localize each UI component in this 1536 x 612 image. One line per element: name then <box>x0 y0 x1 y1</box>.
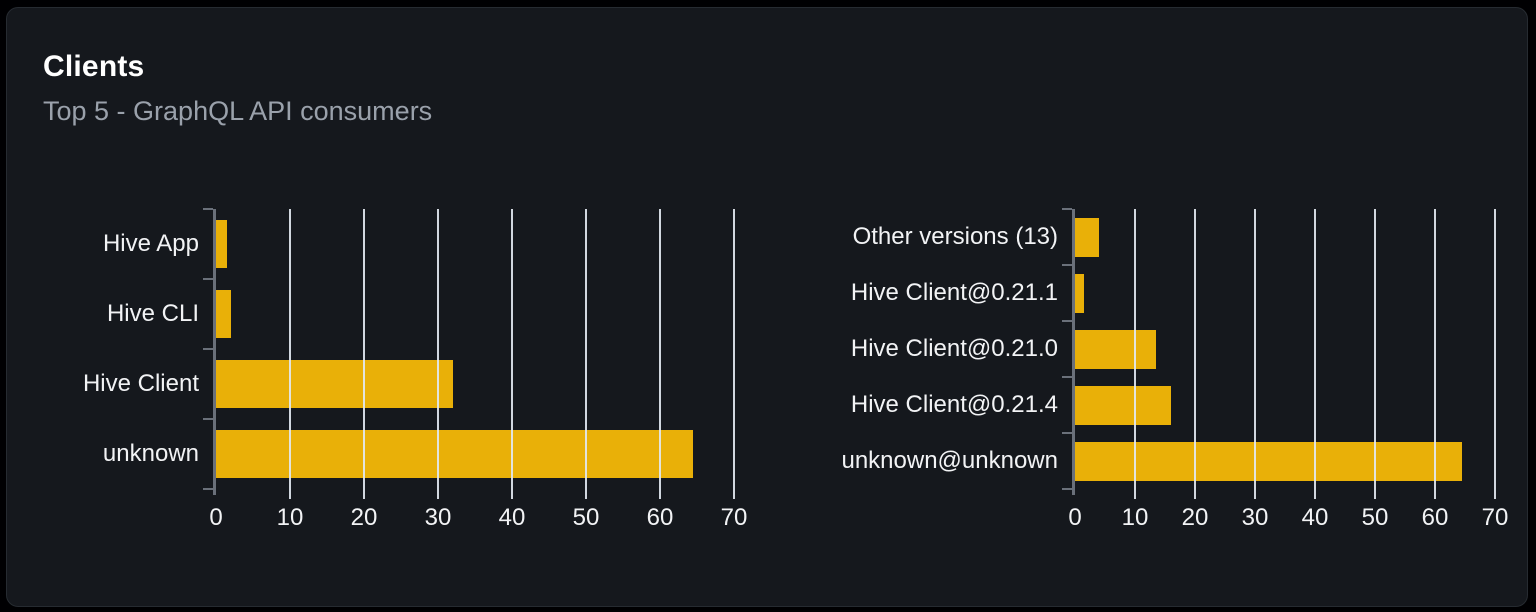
gridline <box>1254 209 1256 499</box>
gridline <box>733 209 735 499</box>
bar[interactable] <box>216 430 693 478</box>
x-axis-tick-label: 60 <box>1421 504 1449 531</box>
gridline <box>1194 209 1196 499</box>
gridline <box>437 209 439 499</box>
x-axis-tick-label: 30 <box>1241 504 1269 531</box>
bar[interactable] <box>1075 386 1171 425</box>
category-label: Hive Client@0.21.4 <box>850 391 1058 418</box>
bar[interactable] <box>216 360 453 408</box>
card-subtitle: Top 5 - GraphQL API consumers <box>43 96 433 126</box>
bar[interactable] <box>1075 218 1099 257</box>
x-axis-tick-label: 0 <box>1068 504 1082 531</box>
y-axis-tick <box>203 278 213 280</box>
category-label: Hive Client@0.21.0 <box>850 335 1058 362</box>
clients-by-name-chart: 0 10 20 30 40 50 60 70 Hive App Hive CLI Hive Clie… <box>83 208 747 531</box>
y-axis-tick <box>203 418 213 420</box>
gridline <box>363 209 365 499</box>
category-label: Hive App <box>102 230 199 257</box>
category-label: Hive Client <box>82 370 199 397</box>
y-axis-tick <box>1062 264 1072 266</box>
gridline <box>289 209 291 499</box>
gridline <box>1494 209 1496 499</box>
x-axis-tick-label: 10 <box>1121 504 1149 531</box>
y-axis-line <box>1072 209 1075 495</box>
x-axis-tick-label: 30 <box>424 504 452 531</box>
bar[interactable] <box>216 220 227 268</box>
x-axis-tick-label: 60 <box>646 504 674 531</box>
y-axis-tick <box>1062 320 1072 322</box>
gridline <box>1374 209 1376 499</box>
category-label: unknown@unknown <box>841 447 1058 474</box>
x-axis-tick-label: 50 <box>572 504 600 531</box>
gridline <box>585 209 587 499</box>
y-axis-tick <box>203 488 213 490</box>
gridline <box>511 209 513 499</box>
x-axis-tick-label: 50 <box>1361 504 1389 531</box>
category-label: Hive Client@0.21.1 <box>850 279 1058 306</box>
y-axis-tick <box>1062 488 1072 490</box>
x-axis-tick-label: 70 <box>720 504 748 531</box>
x-axis-tick-label: 70 <box>1481 504 1509 531</box>
y-axis-line <box>213 209 216 495</box>
bar[interactable] <box>1075 330 1156 369</box>
x-axis-tick-label: 20 <box>350 504 378 531</box>
clients-by-version-chart: 0 10 20 30 40 50 60 70 Other versions (13) Hive C… <box>841 208 1508 531</box>
gridline <box>1314 209 1316 499</box>
bar[interactable] <box>1075 274 1084 313</box>
y-axis-tick <box>203 348 213 350</box>
y-axis-tick <box>1062 376 1072 378</box>
card-header: Clients Top 5 - GraphQL API consumers <box>43 50 432 127</box>
y-axis-tick <box>1062 432 1072 434</box>
category-label: Other versions (13) <box>852 223 1058 250</box>
bar[interactable] <box>1075 442 1462 481</box>
gridline <box>1434 209 1436 499</box>
y-axis-tick <box>1062 208 1072 210</box>
x-axis-tick-label: 0 <box>209 504 223 531</box>
category-label: unknown <box>102 440 199 467</box>
gridline <box>659 209 661 499</box>
gridline <box>1134 209 1136 499</box>
x-axis-tick-label: 20 <box>1181 504 1209 531</box>
x-axis-tick-label: 40 <box>1301 504 1329 531</box>
clients-card: Clients Top 5 - GraphQL API consumers 0 1… <box>6 7 1528 607</box>
x-axis-tick-label: 40 <box>498 504 526 531</box>
bar[interactable] <box>216 290 231 338</box>
card-title: Clients <box>43 50 145 83</box>
y-axis-tick <box>203 208 213 210</box>
x-axis-tick-label: 10 <box>276 504 304 531</box>
category-label: Hive CLI <box>106 300 199 327</box>
